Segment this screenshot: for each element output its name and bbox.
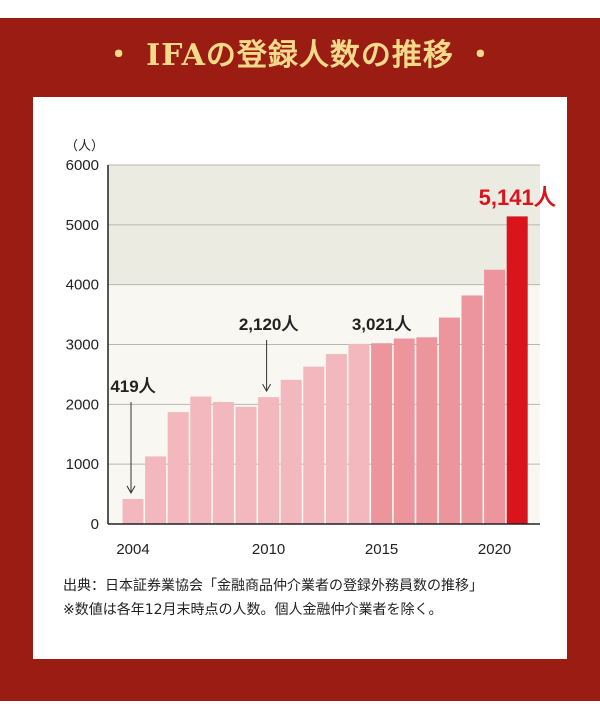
annotation-arrowhead-2004 bbox=[126, 485, 136, 494]
y-tick-label: 6000 bbox=[66, 157, 99, 174]
x-tick-label: 2004 bbox=[116, 541, 149, 558]
bar-2021 bbox=[506, 216, 528, 524]
bar-2011 bbox=[280, 379, 302, 524]
source-note: 出典：日本証券業協会「金融商品仲介業者の登録外務員数の推移」 ※数値は各年12月… bbox=[63, 574, 573, 622]
bar-2015 bbox=[371, 343, 393, 524]
data-label-2015: 3,021人 bbox=[352, 315, 413, 334]
bar-2009 bbox=[235, 406, 257, 524]
y-axis-label: （人） bbox=[65, 139, 104, 154]
bar-2020 bbox=[484, 269, 506, 524]
bar-2017 bbox=[416, 337, 438, 524]
data-label-2021: 5,141人 bbox=[479, 185, 556, 210]
bar-2019 bbox=[461, 295, 483, 524]
page-title: ・ IFAの登録人数の推移 ・ bbox=[103, 38, 497, 73]
bar-2004 bbox=[122, 498, 144, 524]
x-tick-label: 2015 bbox=[365, 541, 398, 558]
y-tick-label: 5000 bbox=[66, 217, 99, 234]
bar-2018 bbox=[438, 317, 460, 524]
y-tick-label: 2000 bbox=[66, 396, 99, 413]
bar-2014 bbox=[348, 343, 370, 524]
bar-2005 bbox=[145, 456, 167, 524]
annotation-arrowhead-2010 bbox=[262, 383, 272, 393]
bar-2016 bbox=[393, 338, 415, 524]
bar-2012 bbox=[303, 366, 325, 524]
bar-2013 bbox=[325, 354, 347, 524]
y-tick-label: 4000 bbox=[66, 277, 99, 294]
bar-2007 bbox=[190, 396, 212, 524]
y-tick-label: 3000 bbox=[66, 337, 99, 354]
data-label-2010: 2,120人 bbox=[239, 315, 300, 334]
x-tick-label: 2010 bbox=[252, 541, 285, 558]
y-tick-label: 1000 bbox=[66, 456, 99, 473]
bar-2010 bbox=[258, 397, 280, 524]
source-line: 出典：日本証券業協会「金融商品仲介業者の登録外務員数の推移」 bbox=[63, 578, 483, 594]
y-tick-label: 0 bbox=[91, 516, 99, 533]
bar-2006 bbox=[167, 412, 189, 524]
bar-2008 bbox=[212, 401, 234, 524]
data-label-2004: 419人 bbox=[110, 377, 156, 396]
footnote-line: ※数値は各年12月末時点の人数。個人金融仲介業者を除く。 bbox=[63, 602, 443, 618]
x-tick-label: 2020 bbox=[478, 541, 511, 558]
